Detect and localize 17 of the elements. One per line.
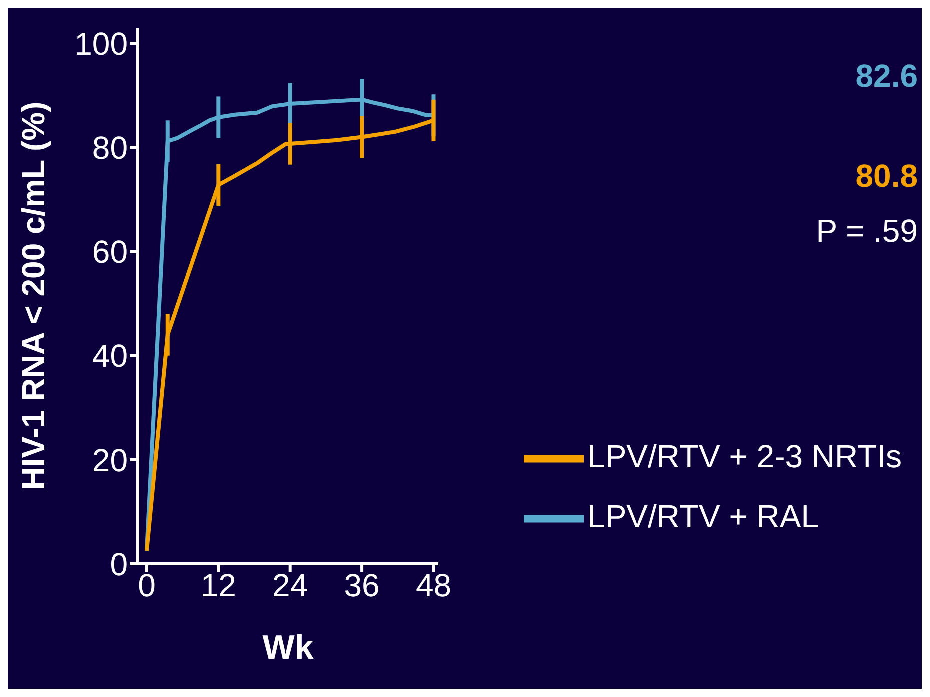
text: 82.6 — [856, 58, 918, 95]
y-tick-label: 60 — [92, 234, 128, 270]
x-tick-label: 12 — [200, 568, 236, 604]
y-tick-label: 100 — [74, 26, 128, 62]
x-tick-label: 24 — [272, 568, 308, 604]
y-tick-label: 20 — [92, 442, 128, 478]
x-tick-label: 0 — [138, 568, 156, 604]
y-axis-title: HIV-1 RNA < 200 c/mL (%) — [15, 102, 52, 490]
y-tick-label: 40 — [92, 338, 128, 374]
x-tick-label: 36 — [344, 568, 380, 604]
x-axis-title: Wk — [262, 629, 314, 667]
x-tick-label: 48 — [416, 568, 452, 604]
legend-label: LPV/RTV + RAL — [588, 498, 820, 534]
text: 80.8 — [856, 158, 918, 195]
legend-label: LPV/RTV + 2-3 NRTIs — [588, 438, 902, 474]
y-tick-label: 80 — [92, 130, 128, 166]
text: P = .59 — [816, 213, 918, 250]
